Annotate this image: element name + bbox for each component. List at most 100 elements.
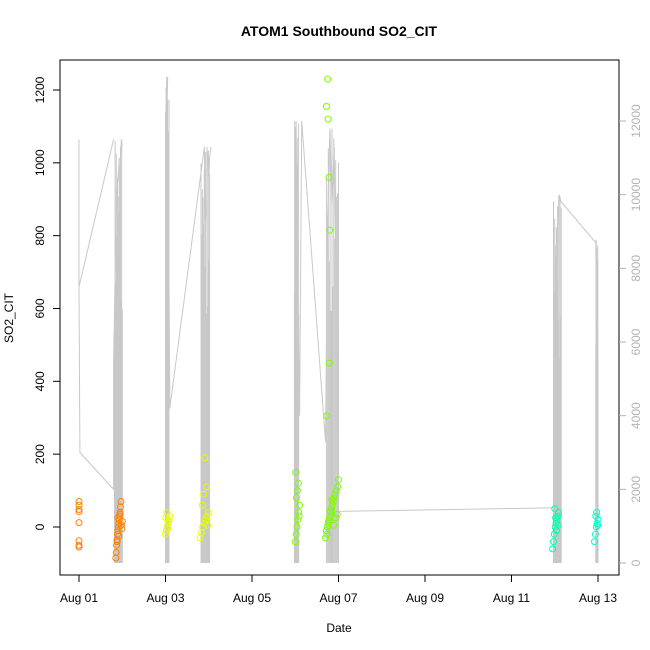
data-point bbox=[325, 173, 333, 181]
data-point bbox=[330, 521, 338, 529]
y-axis-label: SO2_CIT bbox=[2, 292, 16, 343]
data-point bbox=[203, 512, 211, 520]
data-point bbox=[333, 510, 341, 518]
data-point bbox=[204, 521, 211, 529]
data-point bbox=[329, 498, 337, 505]
x-axis-label: Date bbox=[326, 621, 352, 635]
x-tick-label: Aug 01 bbox=[60, 591, 98, 605]
data-point bbox=[328, 505, 336, 513]
data-point bbox=[551, 505, 559, 513]
data-point bbox=[293, 523, 301, 531]
data-point bbox=[324, 75, 332, 83]
data-point bbox=[162, 514, 170, 522]
data-point bbox=[332, 514, 339, 522]
data-point bbox=[322, 534, 329, 542]
data-point bbox=[116, 510, 124, 518]
data-point bbox=[118, 525, 126, 533]
y-tick-label: 400 bbox=[33, 371, 47, 391]
y-axis: 0 200 400 600 800 1000 1200 bbox=[33, 76, 61, 530]
data-point bbox=[323, 412, 331, 420]
data-point bbox=[200, 490, 208, 498]
data-point bbox=[75, 501, 83, 509]
data-point bbox=[198, 501, 206, 509]
data-point bbox=[328, 496, 336, 504]
data-point bbox=[295, 512, 303, 520]
data-point bbox=[555, 508, 563, 516]
y2-tick-label: 10000 bbox=[629, 178, 643, 212]
data-point bbox=[324, 115, 332, 123]
data-point bbox=[322, 102, 330, 110]
y2-tick-label: 12000 bbox=[629, 104, 643, 138]
data-point bbox=[326, 507, 334, 515]
data-point bbox=[201, 454, 209, 462]
secondary-y-axis: 0 2000 4000 6000 8000 10000 12000 bbox=[619, 104, 643, 566]
data-point bbox=[292, 468, 300, 476]
data-point bbox=[117, 521, 125, 529]
data-point bbox=[591, 538, 598, 546]
data-point bbox=[117, 498, 125, 505]
data-point bbox=[114, 514, 122, 522]
data-point bbox=[554, 521, 562, 529]
data-point bbox=[75, 498, 83, 505]
data-point bbox=[162, 527, 170, 535]
data-point bbox=[75, 508, 83, 516]
data-point bbox=[199, 523, 207, 531]
y-tick-label: 800 bbox=[33, 225, 47, 245]
data-point bbox=[295, 508, 303, 516]
x-tick-label: Aug 09 bbox=[406, 591, 444, 605]
y2-tick-label: 4000 bbox=[629, 402, 643, 429]
chart-title: ATOM1 Southbound SO2_CIT bbox=[241, 23, 438, 39]
data-point bbox=[332, 487, 340, 495]
data-point bbox=[203, 483, 211, 491]
data-point bbox=[204, 508, 212, 516]
data-point bbox=[331, 490, 339, 498]
y-tick-label: 1200 bbox=[33, 76, 47, 103]
data-point bbox=[550, 530, 558, 538]
data-point bbox=[326, 226, 334, 234]
data-point bbox=[330, 494, 338, 502]
data-point bbox=[593, 508, 601, 516]
y-tick-label: 600 bbox=[33, 298, 47, 318]
y2-tick-label: 8000 bbox=[629, 255, 643, 282]
data-point bbox=[113, 536, 121, 544]
y2-tick-label: 0 bbox=[629, 559, 643, 566]
data-point bbox=[294, 479, 302, 487]
data-point bbox=[75, 543, 83, 551]
y2-tick-label: 2000 bbox=[629, 476, 643, 503]
data-point bbox=[594, 521, 602, 529]
plot-frame bbox=[59, 59, 620, 576]
data-point bbox=[164, 525, 172, 533]
data-point bbox=[118, 518, 126, 525]
data-point bbox=[292, 530, 300, 538]
data-point bbox=[325, 518, 333, 525]
x-tick-label: Aug 03 bbox=[146, 591, 184, 605]
data-point bbox=[115, 532, 123, 540]
data-point bbox=[334, 483, 342, 491]
y-tick-label: 0 bbox=[33, 523, 47, 530]
point-layer bbox=[75, 75, 602, 562]
data-point bbox=[550, 538, 557, 546]
data-point bbox=[291, 538, 299, 546]
data-point bbox=[293, 494, 300, 502]
data-point bbox=[323, 530, 331, 538]
x-tick-label: Aug 13 bbox=[579, 591, 617, 605]
x-tick-label: Aug 05 bbox=[233, 591, 271, 605]
data-point bbox=[112, 549, 120, 556]
data-point bbox=[75, 519, 83, 527]
y-tick-label: 200 bbox=[33, 444, 47, 464]
line-segment-1 bbox=[78, 139, 115, 287]
data-point bbox=[592, 523, 600, 531]
x-tick-label: Aug 11 bbox=[493, 591, 530, 605]
data-point bbox=[322, 527, 330, 535]
data-point bbox=[294, 516, 302, 524]
data-point bbox=[592, 512, 600, 520]
y-tick-label: 1000 bbox=[33, 149, 47, 176]
data-point bbox=[296, 501, 304, 509]
data-point bbox=[325, 359, 333, 367]
data-point bbox=[114, 530, 121, 538]
data-point bbox=[554, 512, 562, 520]
data-point bbox=[549, 545, 557, 553]
x-tick-label: Aug 07 bbox=[319, 591, 357, 605]
data-point bbox=[293, 487, 301, 495]
